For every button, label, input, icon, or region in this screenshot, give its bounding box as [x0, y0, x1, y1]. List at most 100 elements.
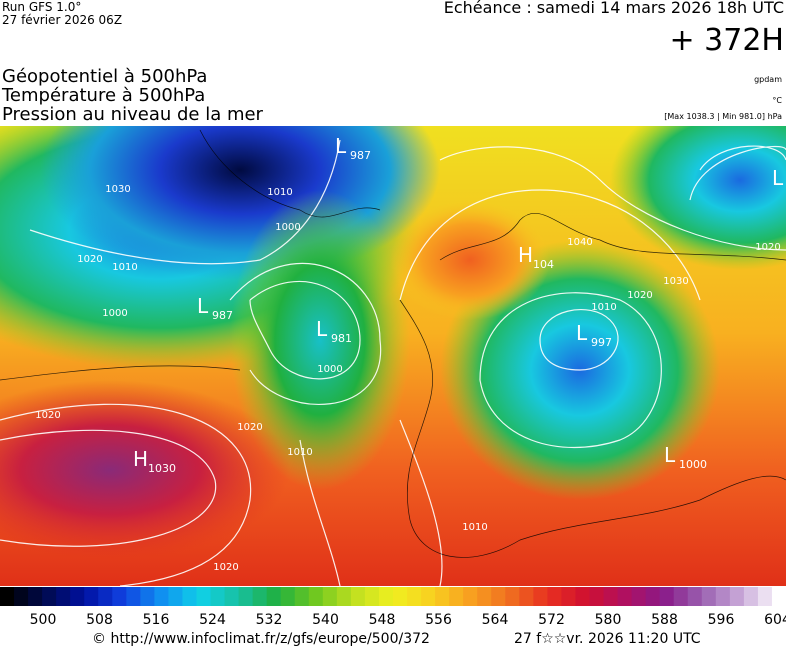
colorbar-swatch	[603, 587, 619, 606]
title-line: Géopotentiel à 500hPa	[2, 66, 207, 87]
lead-time: + 372H	[670, 23, 785, 58]
colorbar-swatch	[168, 587, 183, 606]
center-value: 987	[350, 149, 371, 162]
echeance: Echéance : samedi 14 mars 2026 18h UTC	[444, 0, 784, 17]
colorbar-label: 500	[30, 612, 57, 628]
footer-time: 27 f☆☆vr. 2026 11:20 UTC	[514, 631, 701, 647]
colorbar-swatch	[308, 587, 324, 606]
isobar-label: 1010	[112, 262, 137, 273]
unit-temp: °C	[772, 96, 782, 105]
colorbar-swatch	[126, 587, 141, 606]
colorbar-swatch	[393, 587, 408, 606]
colorbar-swatch	[533, 587, 548, 606]
colorbar-swatch	[154, 587, 169, 606]
colorbar-swatch	[673, 587, 689, 606]
footer-url: © http://www.infoclimat.fr/z/gfs/europe/…	[92, 631, 430, 647]
colorbar-swatch	[28, 587, 43, 606]
colorbar-swatch	[42, 587, 57, 606]
isobar-label: 1000	[275, 222, 300, 233]
isobar-label: 1030	[663, 276, 688, 287]
colorbar-swatch	[252, 587, 268, 606]
colorbar-swatch	[757, 587, 773, 606]
colorbar-swatch	[322, 587, 338, 606]
colorbar-swatch	[378, 587, 394, 606]
colorbar-swatch	[294, 587, 310, 606]
colorbar-swatch	[631, 587, 647, 606]
colorbar-swatch	[210, 587, 226, 606]
colorbar-swatch	[771, 587, 786, 606]
center-value: 987	[212, 309, 233, 322]
center-symbol: H	[518, 243, 533, 267]
colorbar-label: 516	[143, 612, 170, 628]
colorbar-label: 524	[199, 612, 226, 628]
center-value: 981	[331, 332, 352, 345]
isobar-label: 1000	[317, 364, 342, 375]
colorbar-swatch	[266, 587, 282, 606]
colorbar-label: 588	[651, 612, 678, 628]
isobar-label: 1020	[77, 254, 102, 265]
center-value: 997	[591, 336, 612, 349]
colorbar-swatch	[196, 587, 212, 606]
colorbar-swatch	[519, 587, 534, 606]
colorbar-swatch	[449, 587, 464, 606]
center-symbol: L	[197, 294, 209, 318]
isobar-label: 1010	[462, 522, 487, 533]
isobar-label: 1030	[105, 184, 130, 195]
colorbar-swatch	[182, 587, 197, 606]
colorbar: 500 508 516 524 532 540 548 556 564 572 580 588 596 6…	[0, 587, 786, 628]
colorbar-swatch	[336, 587, 352, 606]
unit-pressure: [Max 1038.3 | Min 981.0] hPa	[664, 112, 782, 121]
isobar-label: 1020	[237, 422, 262, 433]
title-line: Pression au niveau de la mer	[2, 104, 264, 125]
colorbar-swatch	[659, 587, 675, 606]
colorbar-label: 508	[86, 612, 113, 628]
colorbar-swatch	[687, 587, 703, 606]
colorbar-swatch	[14, 587, 29, 606]
isobar-label: 1000	[102, 308, 127, 319]
colorbar-swatch	[617, 587, 633, 606]
colorbar-label: 556	[425, 612, 452, 628]
colorbar-swatch	[491, 587, 506, 606]
center-symbol: L	[316, 317, 328, 341]
colorbar-swatch	[98, 587, 113, 606]
colorbar-swatch	[729, 587, 745, 606]
colorbar-swatch	[56, 587, 71, 606]
colorbar-swatch	[561, 587, 576, 606]
colorbar-swatch	[364, 587, 380, 606]
center-symbol: L	[576, 321, 588, 345]
colorbar-label: 596	[708, 612, 735, 628]
isobar-label: 1010	[591, 302, 616, 313]
colorbar-label: 532	[256, 612, 283, 628]
isobar-label: 1010	[267, 187, 292, 198]
center-symbol: L	[335, 134, 347, 158]
isobar-label: 1020	[755, 242, 780, 253]
center-symbol: L	[772, 166, 784, 190]
run-label: Run GFS 1.0°	[2, 0, 81, 14]
colorbar-swatch	[350, 587, 366, 606]
colorbar-swatch	[0, 587, 15, 606]
colorbar-swatch	[435, 587, 450, 606]
colorbar-label: 572	[538, 612, 565, 628]
map	[0, 126, 786, 586]
isobar-label: 1010	[287, 447, 312, 458]
colorbar-label: 564	[482, 612, 509, 628]
isobar-label: 1020	[35, 410, 60, 421]
center-value: 104	[533, 258, 554, 271]
colorbar-label: 540	[312, 612, 339, 628]
colorbar-swatch	[701, 587, 717, 606]
center-symbol: L	[664, 443, 676, 467]
colorbar-swatch	[280, 587, 296, 606]
colorbar-swatch	[589, 587, 605, 606]
colorbar-swatch	[547, 587, 562, 606]
run-date: 27 février 2026 06Z	[2, 13, 122, 27]
colorbar-label: 548	[369, 612, 396, 628]
colorbar-swatch	[505, 587, 520, 606]
colorbar-label: 580	[595, 612, 622, 628]
colorbar-swatch	[575, 587, 590, 606]
colorbar-swatch	[715, 587, 731, 606]
colorbar-swatch	[224, 587, 240, 606]
center-value: 1030	[148, 462, 176, 475]
colorbar-swatch	[645, 587, 661, 606]
colorbar-swatch	[84, 587, 99, 606]
